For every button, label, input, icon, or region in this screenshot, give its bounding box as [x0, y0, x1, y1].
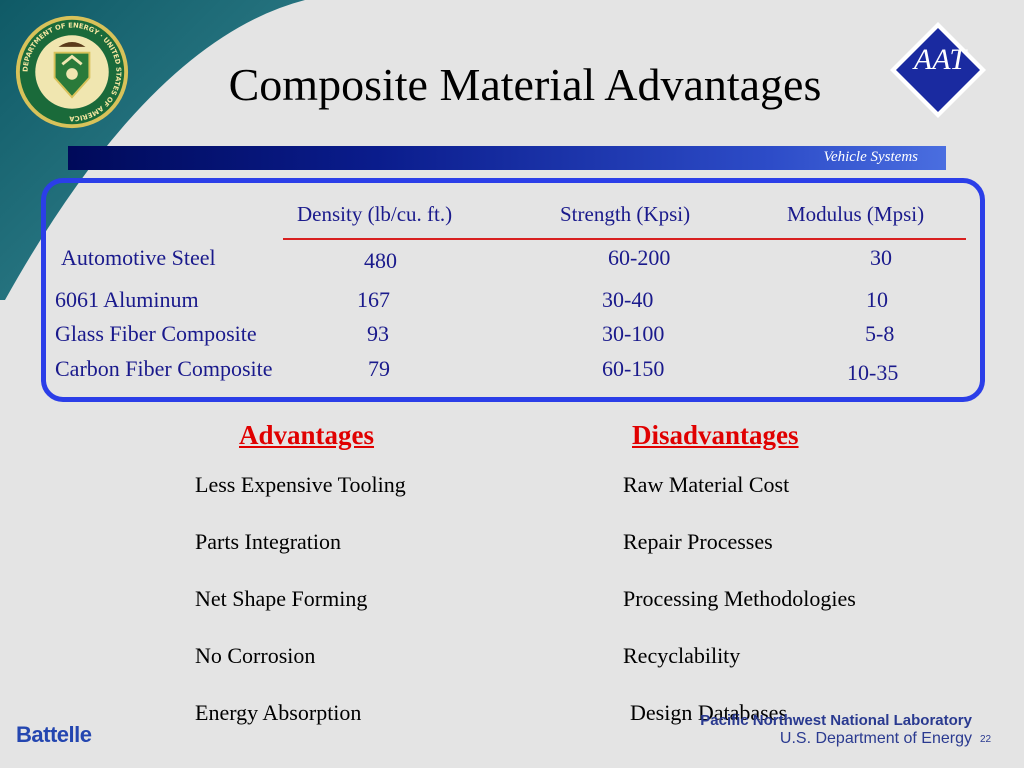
- disadvantage-item: Recyclability: [623, 643, 741, 668]
- doe-label: U.S. Department of Energy: [779, 730, 972, 747]
- page-number: 22: [980, 734, 992, 745]
- disadvantage-item: Repair Processes: [623, 529, 773, 554]
- advantage-item: Net Shape Forming: [195, 586, 368, 611]
- pnnl-label: Pacific Northwest National Laboratory: [700, 712, 972, 729]
- disadvantage-item: Processing Methodologies: [623, 586, 856, 611]
- row-strength: 60-150: [602, 356, 665, 381]
- banner-label: Vehicle Systems: [823, 149, 918, 165]
- row-modulus: 30: [870, 245, 892, 270]
- header-divider: [283, 238, 966, 240]
- advantages-heading: Advantages: [239, 420, 375, 450]
- battelle-logo: Battelle: [16, 722, 92, 747]
- density-header: Density (lb/cu. ft.): [297, 202, 453, 226]
- row-modulus: 10: [866, 287, 888, 312]
- aat-diamond-logo-icon: [890, 22, 986, 118]
- row-modulus: 10-35: [847, 360, 899, 385]
- section-banner: Vehicle Systems: [68, 146, 946, 170]
- row-strength: 30-40: [602, 287, 654, 312]
- doe-seal-icon: DEPARTMENT OF ENERGY · UNITED STATES OF …: [15, 15, 129, 129]
- modulus-header: Modulus (Mpsi): [787, 202, 925, 226]
- disadvantage-item: Design Databases: [630, 700, 788, 725]
- row-strength: 30-100: [602, 321, 665, 346]
- row-density: 79: [368, 356, 390, 381]
- page-title: Composite Material Advantages: [228, 59, 822, 110]
- material-table: [41, 178, 985, 402]
- row-material: Glass Fiber Composite: [55, 321, 257, 346]
- disadvantages-heading: Disadvantages: [632, 420, 799, 450]
- advantage-item: No Corrosion: [195, 643, 316, 668]
- row-density: 93: [367, 321, 389, 346]
- advantage-item: Less Expensive Tooling: [195, 472, 406, 497]
- row-modulus: 5-8: [865, 321, 895, 346]
- row-strength: 60-200: [608, 245, 671, 270]
- aat-logo-text: AAT: [913, 43, 967, 76]
- row-material: 6061 Aluminum: [55, 287, 199, 312]
- row-density: 480: [364, 248, 397, 273]
- row-material: Carbon Fiber Composite: [55, 356, 273, 381]
- strength-header: Strength (Kpsi): [560, 202, 691, 226]
- row-material: Automotive Steel: [61, 245, 216, 270]
- advantage-item: Energy Absorption: [195, 700, 362, 725]
- advantage-item: Parts Integration: [195, 529, 342, 554]
- row-density: 167: [357, 287, 390, 312]
- disadvantage-item: Raw Material Cost: [623, 472, 790, 497]
